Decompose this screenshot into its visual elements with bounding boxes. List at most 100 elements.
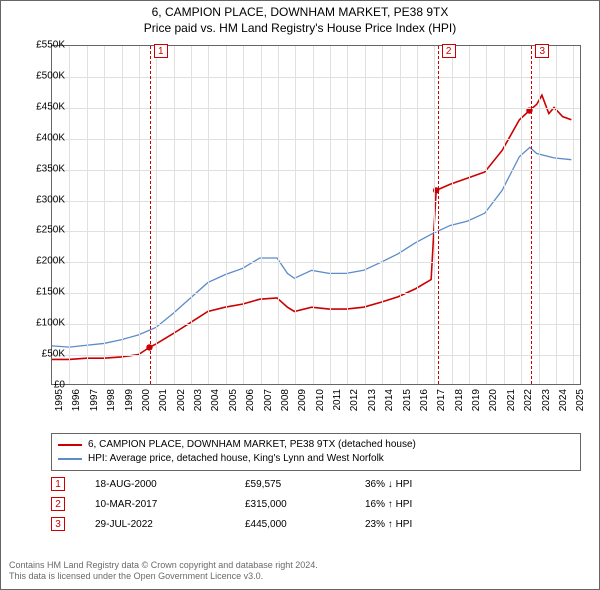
x-axis-label: 2000 [141, 389, 152, 419]
grid-v [295, 46, 296, 384]
event-marker-box: 1 [154, 44, 168, 58]
event-marker-box: 3 [535, 44, 549, 58]
grid-v [573, 46, 574, 384]
x-axis-label: 2002 [176, 389, 187, 419]
event-row-box: 3 [51, 517, 65, 531]
legend-swatch-1 [58, 444, 82, 446]
footer-line2: This data is licensed under the Open Gov… [9, 571, 318, 583]
grid-v [382, 46, 383, 384]
x-axis-label: 2011 [332, 389, 343, 419]
event-line [438, 46, 439, 384]
x-axis-label: 2010 [315, 389, 326, 419]
x-axis-label: 2008 [280, 389, 291, 419]
grid-v [87, 46, 88, 384]
event-row-pct: 36% ↓ HPI [365, 479, 465, 490]
footer: Contains HM Land Registry data © Crown c… [9, 560, 318, 583]
y-axis-label: £300K [21, 194, 65, 205]
legend-swatch-2 [58, 458, 82, 460]
x-axis-label: 2022 [523, 389, 534, 419]
event-row: 210-MAR-2017£315,00016% ↑ HPI [51, 497, 465, 511]
grid-v [139, 46, 140, 384]
grid-v [69, 46, 70, 384]
event-row: 118-AUG-2000£59,57536% ↓ HPI [51, 477, 465, 491]
grid-h [52, 108, 580, 109]
y-axis-label: £500K [21, 70, 65, 81]
grid-h [52, 262, 580, 263]
y-axis-label: £400K [21, 132, 65, 143]
x-axis-label: 1998 [106, 389, 117, 419]
x-axis-label: 2015 [402, 389, 413, 419]
x-axis-label: 2016 [419, 389, 430, 419]
grid-v [122, 46, 123, 384]
grid-v [417, 46, 418, 384]
grid-h [52, 170, 580, 171]
grid-h [52, 355, 580, 356]
chart-title-block: 6, CAMPION PLACE, DOWNHAM MARKET, PE38 9… [1, 1, 599, 36]
event-row-box: 2 [51, 497, 65, 511]
chart-svg [52, 46, 580, 384]
y-axis-label: £550K [21, 40, 65, 51]
event-marker-box: 2 [442, 44, 456, 58]
x-axis-label: 2017 [436, 389, 447, 419]
x-axis-label: 2001 [158, 389, 169, 419]
grid-v [504, 46, 505, 384]
grid-v [243, 46, 244, 384]
grid-v [104, 46, 105, 384]
x-axis-label: 2018 [454, 389, 465, 419]
y-axis-label: £200K [21, 256, 65, 267]
x-axis-label: 2007 [263, 389, 274, 419]
y-axis-label: £250K [21, 225, 65, 236]
event-row-price: £445,000 [245, 519, 335, 530]
grid-v [313, 46, 314, 384]
event-row: 3 29-JUL-2022 £445,000 23% ↑ HPI [51, 517, 465, 531]
grid-v [191, 46, 192, 384]
event-line [150, 46, 151, 384]
legend-row-1: 6, CAMPION PLACE, DOWNHAM MARKET, PE38 9… [58, 438, 574, 452]
event-row-price: £315,000 [245, 499, 335, 510]
grid-h [52, 231, 580, 232]
x-axis-label: 2004 [210, 389, 221, 419]
grid-v [400, 46, 401, 384]
x-axis-label: 1999 [124, 389, 135, 419]
grid-v [365, 46, 366, 384]
grid-h [52, 77, 580, 78]
y-axis-label: £150K [21, 287, 65, 298]
legend-label-2: HPI: Average price, detached house, King… [88, 452, 384, 466]
x-axis-label: 2024 [558, 389, 569, 419]
grid-v [156, 46, 157, 384]
x-axis-label: 2020 [488, 389, 499, 419]
grid-v [347, 46, 348, 384]
chart-title-line1: 6, CAMPION PLACE, DOWNHAM MARKET, PE38 9… [1, 5, 599, 21]
x-axis-label: 2005 [228, 389, 239, 419]
x-axis-label: 1996 [71, 389, 82, 419]
y-axis-label: £350K [21, 163, 65, 174]
event-line [531, 46, 532, 384]
legend-label-1: 6, CAMPION PLACE, DOWNHAM MARKET, PE38 9… [88, 438, 416, 452]
x-axis-label: 2019 [471, 389, 482, 419]
event-row-date: 29-JUL-2022 [95, 519, 215, 530]
legend-row-2: HPI: Average price, detached house, King… [58, 452, 574, 466]
event-row-pct: 23% ↑ HPI [365, 519, 465, 530]
event-row-date: 18-AUG-2000 [95, 479, 215, 490]
legend: 6, CAMPION PLACE, DOWNHAM MARKET, PE38 9… [51, 433, 581, 471]
x-axis-label: 2013 [367, 389, 378, 419]
grid-v [208, 46, 209, 384]
grid-v [434, 46, 435, 384]
y-axis-label: £100K [21, 318, 65, 329]
events-table: 118-AUG-2000£59,57536% ↓ HPI 210-MAR-2017… [51, 477, 465, 537]
grid-h [52, 324, 580, 325]
grid-v [539, 46, 540, 384]
x-axis-label: 1997 [89, 389, 100, 419]
x-axis-label: 2021 [506, 389, 517, 419]
grid-v [261, 46, 262, 384]
x-axis-label: 2006 [245, 389, 256, 419]
chart-title-line2: Price paid vs. HM Land Registry's House … [1, 21, 599, 37]
x-axis-label: 2012 [349, 389, 360, 419]
x-axis-label: 2014 [384, 389, 395, 419]
grid-v [469, 46, 470, 384]
x-axis-label: 2009 [297, 389, 308, 419]
grid-v [486, 46, 487, 384]
grid-v [278, 46, 279, 384]
grid-v [226, 46, 227, 384]
grid-h [52, 139, 580, 140]
